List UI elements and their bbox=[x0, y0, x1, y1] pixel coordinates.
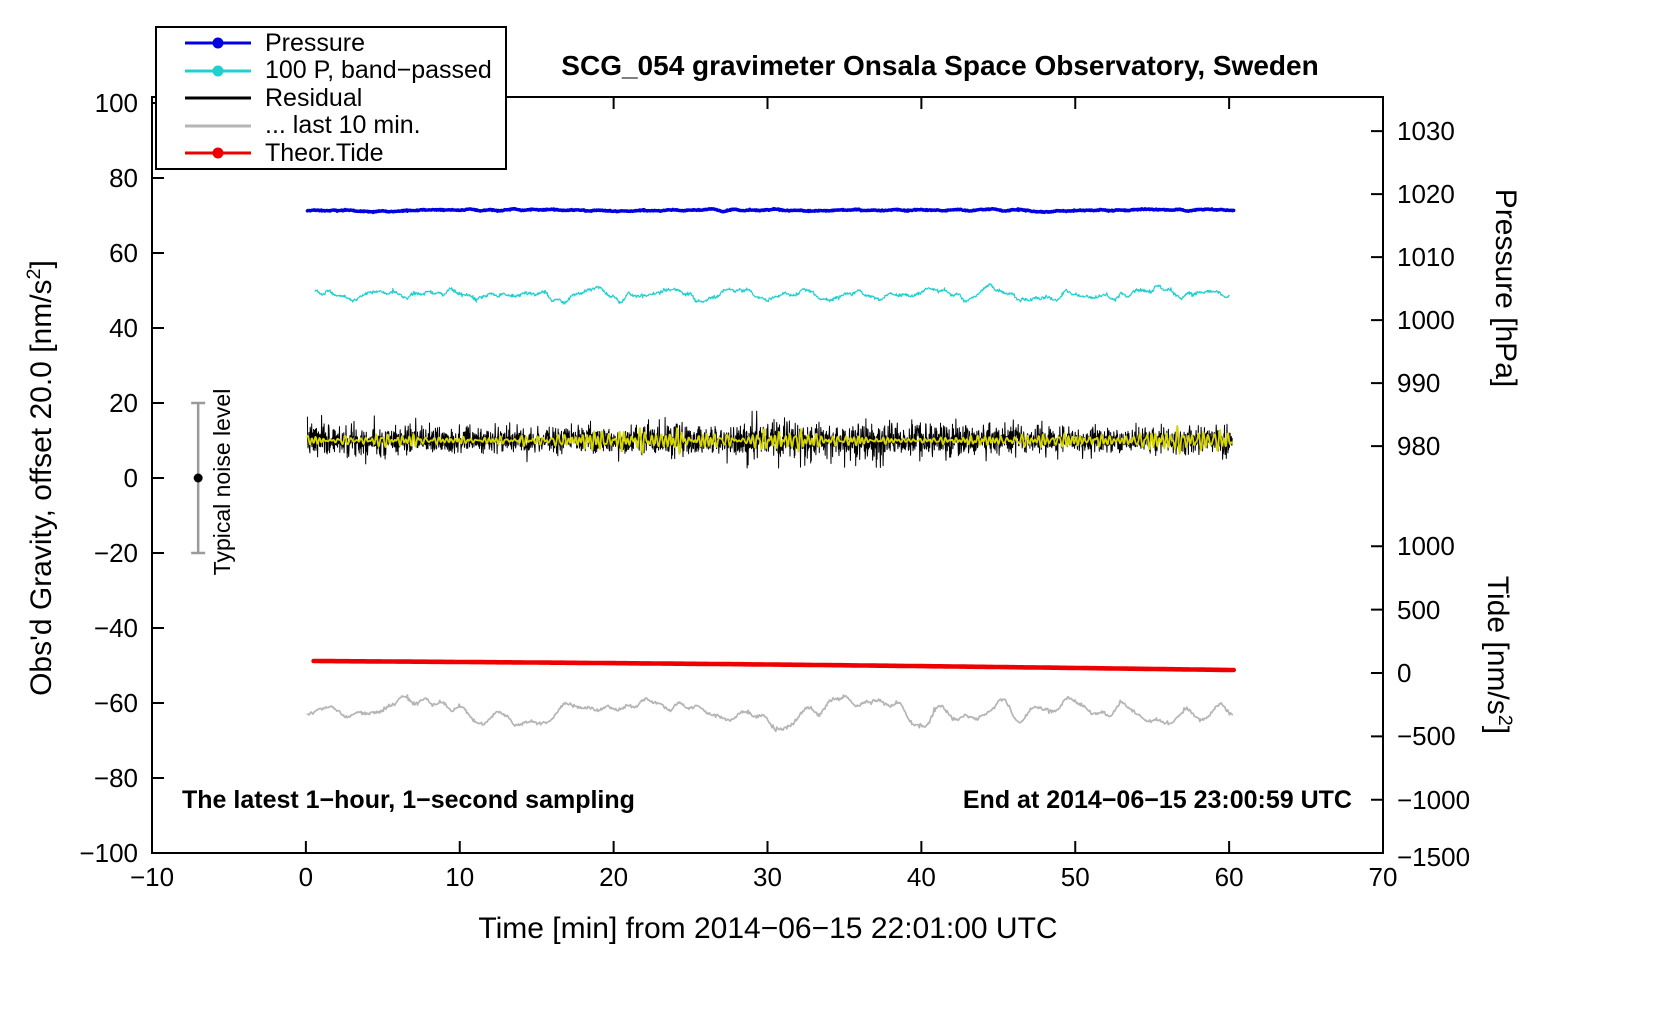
legend-item: Pressure bbox=[157, 28, 505, 57]
legend-label: Residual bbox=[265, 83, 363, 112]
legend-item: 100 P, band−passed bbox=[157, 56, 505, 84]
x-axis-label: Time [min] from 2014−06−15 22:01:00 UTC bbox=[478, 912, 1058, 945]
legend-item: ... last 10 min. bbox=[157, 111, 505, 139]
legend-marker-dot bbox=[212, 147, 224, 159]
pressure-tick-label: 1030 bbox=[1397, 116, 1455, 147]
series-pressure bbox=[305, 206, 1236, 215]
y-tick-label: 80 bbox=[109, 163, 138, 193]
tide-tick-label: −500 bbox=[1397, 721, 1456, 752]
left-axis-label-close: ] bbox=[25, 260, 58, 269]
y-tick-label: 60 bbox=[109, 238, 138, 268]
x-tick-label: 20 bbox=[599, 862, 629, 892]
y-tick-label: −100 bbox=[79, 838, 138, 868]
tide-tick-label: −1000 bbox=[1397, 784, 1471, 815]
left-axis-label: Obs'd Gravity, offset 20.0 [nm/s2] bbox=[14, 158, 58, 798]
series-residual-band bbox=[306, 425, 1234, 455]
left-axis-label-sup: 2 bbox=[23, 268, 45, 280]
pressure-tick-label: 1000 bbox=[1397, 305, 1455, 336]
y-tick-label: 40 bbox=[109, 313, 138, 343]
y-tick-label: −40 bbox=[93, 613, 138, 643]
legend-line-sample bbox=[185, 147, 251, 159]
noise-level-dot bbox=[193, 473, 203, 483]
legend-marker-dot bbox=[212, 65, 224, 76]
legend-label: 100 P, band−passed bbox=[265, 56, 492, 84]
legend-item: Theor.Tide bbox=[157, 138, 505, 167]
pressure-tick-label: 1020 bbox=[1397, 179, 1455, 210]
legend-line bbox=[185, 124, 251, 127]
series-pressure-band-passed bbox=[314, 283, 1230, 305]
tide-axis-label-sup: 2 bbox=[1494, 714, 1516, 726]
legend-line-sample bbox=[185, 92, 251, 104]
x-tick-label: −10 bbox=[129, 862, 175, 892]
x-tick-label: 10 bbox=[445, 862, 475, 892]
pressure-axis-label-text: Pressure [hPa] bbox=[1489, 188, 1522, 388]
pressure-tick-label: 990 bbox=[1397, 368, 1441, 399]
legend-line bbox=[185, 96, 251, 100]
legend-label: Theor.Tide bbox=[265, 138, 384, 167]
pressure-tick-label: 1010 bbox=[1397, 242, 1455, 273]
tide-axis-label-close: ] bbox=[1481, 725, 1514, 735]
pressure-axis-label: Pressure [hPa] bbox=[1485, 78, 1525, 498]
tide-axis-label-text: Tide [nm/s bbox=[1481, 575, 1514, 715]
y-tick-label: 20 bbox=[109, 388, 138, 418]
pressure-tick-label: 980 bbox=[1397, 431, 1441, 462]
y-tick-label: 0 bbox=[123, 463, 138, 493]
left-axis-label-text: Obs'd Gravity, offset 20.0 [nm/s bbox=[25, 279, 58, 696]
y-tick-label: 100 bbox=[94, 88, 138, 118]
legend-label: Pressure bbox=[265, 28, 366, 57]
x-tick-label: 0 bbox=[298, 862, 314, 892]
chart-title: SCG_054 gravimeter Onsala Space Observat… bbox=[561, 50, 1319, 81]
tide-tick-label: 0 bbox=[1397, 658, 1412, 688]
x-tick-label: 50 bbox=[1060, 862, 1090, 892]
end-time-annotation: End at 2014−06−15 23:00:59 UTC bbox=[962, 786, 1352, 814]
noise-level-label: Typical noise level bbox=[209, 388, 235, 576]
sampling-annotation: The latest 1−hour, 1−second sampling bbox=[182, 786, 635, 814]
x-tick-label: 40 bbox=[906, 862, 936, 892]
legend-line-sample bbox=[185, 37, 251, 49]
legend-line-sample bbox=[185, 120, 251, 132]
legend: Pressure 100 P, band−passed Residual... la… bbox=[155, 26, 507, 170]
legend-line-sample bbox=[185, 65, 251, 77]
tide-tick-label: −1500 bbox=[1397, 841, 1471, 872]
x-tick-label: 60 bbox=[1214, 862, 1244, 892]
tide-tick-label: 1000 bbox=[1397, 531, 1455, 562]
legend-marker-dot bbox=[212, 37, 224, 49]
y-tick-label: −60 bbox=[93, 688, 138, 718]
y-tick-label: −20 bbox=[93, 538, 138, 568]
y-tick-label: −80 bbox=[93, 763, 138, 793]
series-theor-tide bbox=[311, 658, 1236, 673]
legend-label: ... last 10 min. bbox=[265, 111, 421, 139]
legend-item: Residual bbox=[157, 83, 505, 112]
tide-axis-label: Tide [nm/s2] bbox=[1481, 445, 1525, 865]
x-tick-label: 70 bbox=[1368, 862, 1398, 892]
x-tick-label: 30 bbox=[753, 862, 782, 892]
tide-tick-label: 500 bbox=[1397, 594, 1441, 625]
series-last-10-min bbox=[306, 694, 1234, 733]
